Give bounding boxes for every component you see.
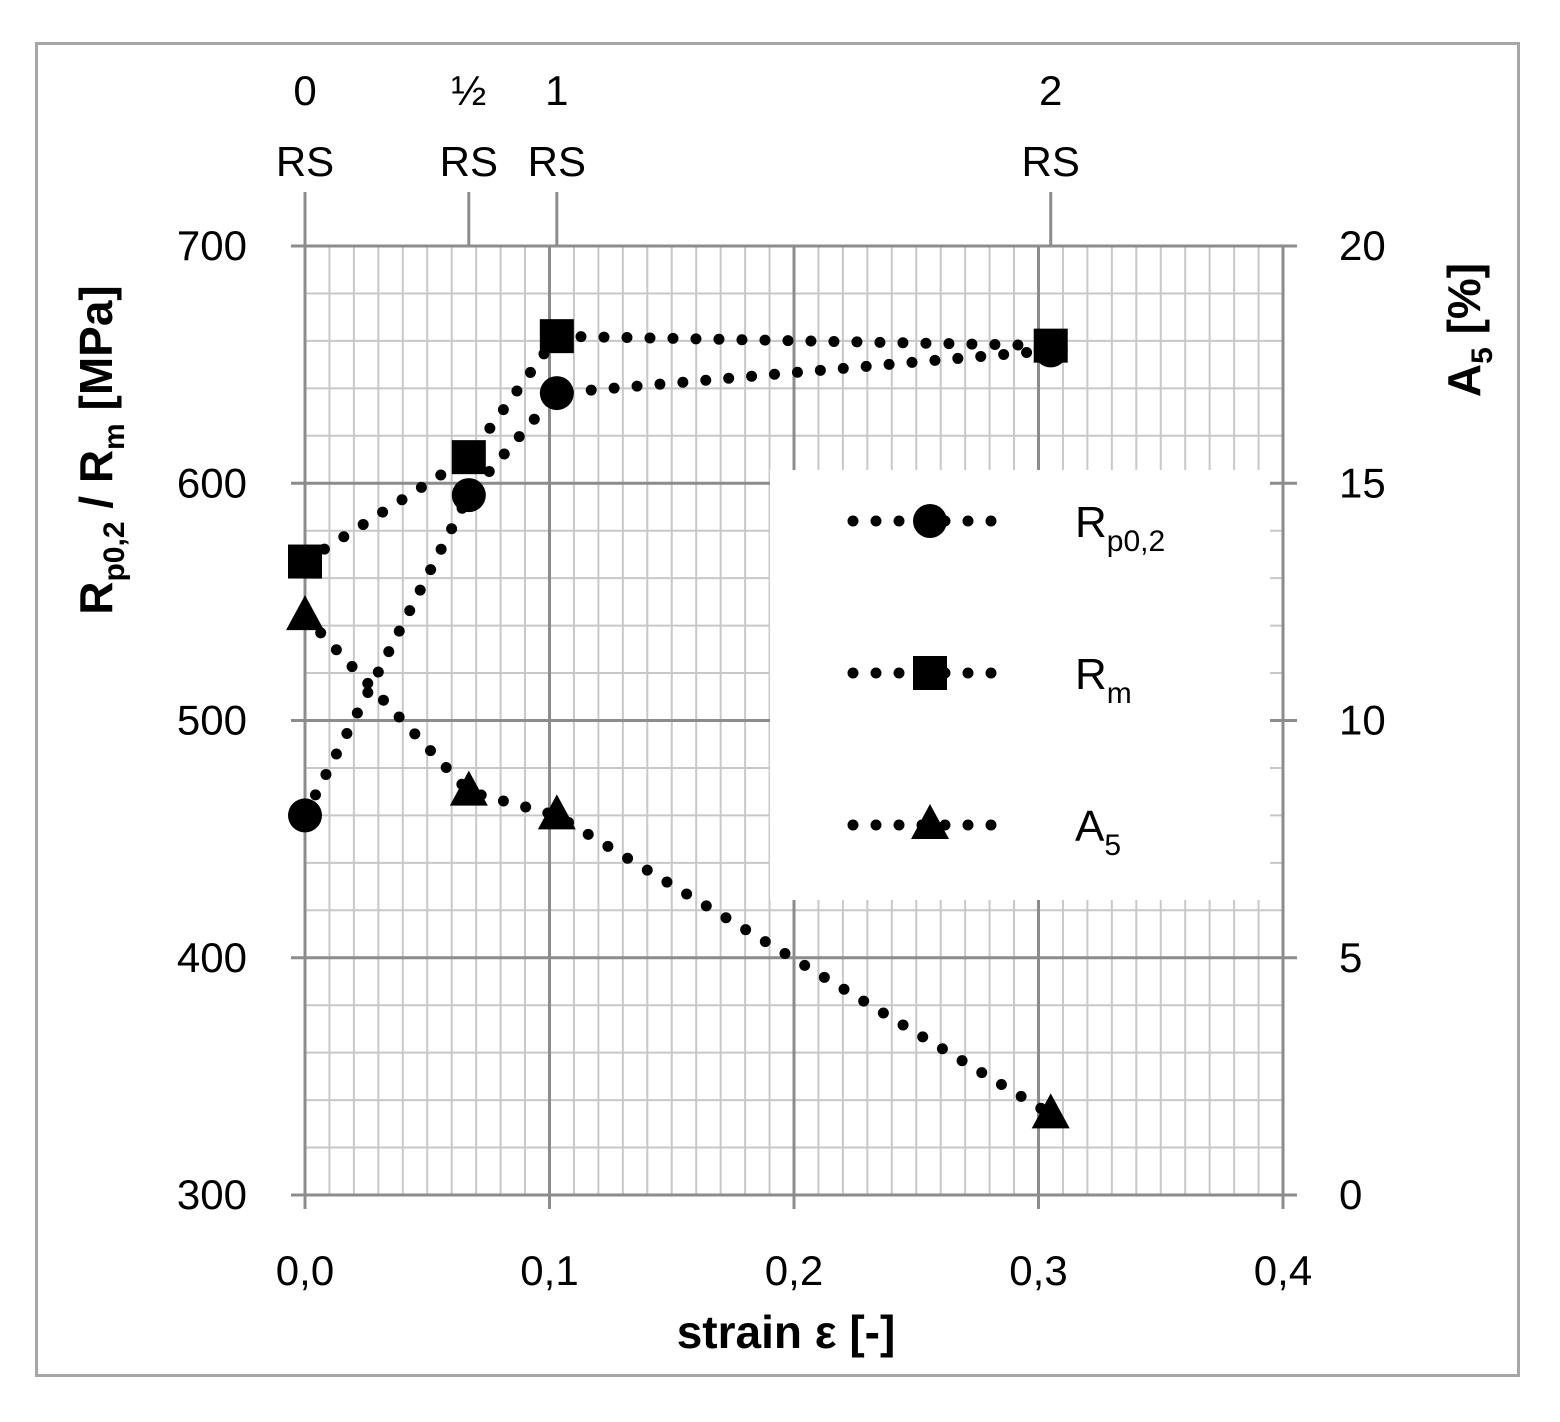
series-line [299, 330, 1057, 567]
y-tick-label: 700 [177, 222, 247, 269]
top-axis-number: 2 [1039, 67, 1062, 114]
data-point-square [288, 544, 322, 579]
legend-label: Rm [1075, 650, 1132, 710]
y2-tick-label: 15 [1339, 459, 1386, 506]
top-axis-number: 0 [293, 67, 316, 114]
top-axis-number: ½ [451, 67, 486, 114]
legend-marker-square [913, 656, 947, 690]
legend-label-main: R [1075, 650, 1107, 699]
x-axis-title: strain ε [-] [677, 1306, 896, 1358]
y-axis-title: Rp0,2 / Rm [MPa] [70, 285, 131, 615]
top-axis-number: 1 [545, 67, 568, 114]
series-line [299, 344, 1057, 821]
legend-marker-circle [913, 504, 947, 538]
data-point-triangle [1031, 1093, 1070, 1129]
axes: 0,0 0,1 0,2 0,3 0,4300400500600700051015200R… [177, 67, 1386, 1294]
y2-tick-label: 10 [1339, 697, 1386, 744]
x-tick-label: 0,4 [1254, 1247, 1312, 1294]
series-layer [286, 319, 1070, 1129]
y-tick-label: 500 [177, 697, 247, 744]
top-axis-label: RS [528, 138, 586, 185]
series-square [288, 319, 1068, 579]
top-axis-label: RS [276, 138, 334, 185]
legend-marker-triangle [911, 804, 949, 839]
x-tick-label: 0,1 [520, 1247, 578, 1294]
data-point-circle [539, 376, 574, 411]
y-tick-label: 300 [177, 1171, 247, 1218]
data-point-triangle [286, 595, 324, 631]
legend-label-sub: 5 [1104, 829, 1121, 862]
data-point-circle [451, 478, 486, 513]
y2-tick-label: 5 [1339, 934, 1362, 981]
legend-background [770, 470, 1270, 900]
y-tick-label: 600 [177, 459, 247, 506]
data-point-circle [288, 798, 322, 833]
y2-tick-label: 20 [1339, 222, 1386, 269]
x-tick-label: 0,2 [765, 1247, 823, 1294]
legend-label-main: A [1075, 802, 1105, 851]
data-point-square [1033, 328, 1068, 363]
legend-label: Rp0,2 [1075, 498, 1165, 558]
legend-label-main: R [1075, 498, 1107, 547]
legend-label: A5 [1075, 802, 1121, 862]
series-triangle [286, 595, 1070, 1129]
data-point-triangle [449, 770, 488, 806]
data-point-square [539, 319, 574, 354]
legend-label-sub: m [1107, 677, 1132, 710]
top-axis-label: RS [440, 138, 498, 185]
y2-axis-title: A5 [%] [1438, 263, 1499, 397]
legend-label-sub: p0,2 [1107, 525, 1165, 558]
series-line [299, 610, 1057, 1120]
data-point-triangle [537, 794, 576, 830]
y2-tick-label: 0 [1339, 1171, 1362, 1218]
data-point-square [451, 440, 486, 475]
y-tick-label: 400 [177, 934, 247, 981]
top-axis-label: RS [1022, 138, 1080, 185]
x-tick-label: 0,0 [276, 1247, 334, 1294]
x-tick-label: 0,3 [1009, 1247, 1067, 1294]
